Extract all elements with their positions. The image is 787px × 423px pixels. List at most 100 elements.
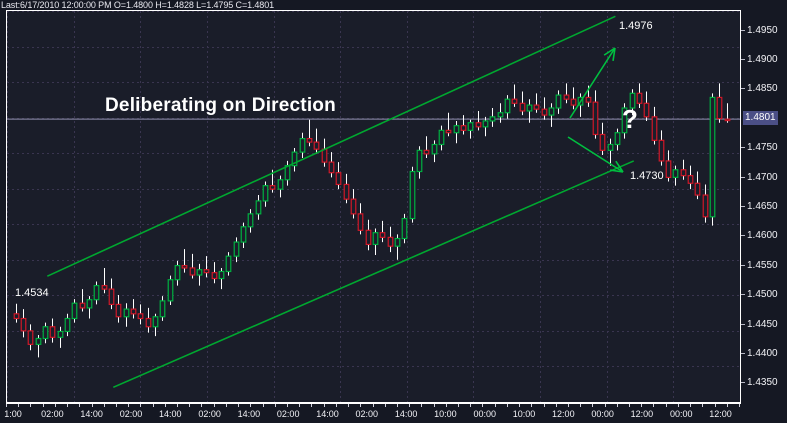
time-tick-mark: [18, 404, 19, 407]
time-tick-label: 02:00: [355, 409, 379, 419]
trendline-group: [46, 15, 635, 389]
quote-readout: Last:6/17/2010 12:00:00 PM O=1.4800 H=1.…: [1, 0, 275, 10]
upper-trendline-origin-label: 1.4534: [15, 287, 49, 299]
time-tick-mark: [641, 404, 642, 407]
time-tick-mark: [324, 404, 325, 407]
time-tick-label: 12:00: [630, 409, 654, 419]
time-tick-mark: [214, 404, 215, 407]
time-tick-mark: [409, 404, 410, 407]
time-tick-mark: [715, 404, 716, 407]
time-tick-label: 00:00: [669, 409, 693, 419]
price-tick-label: 1.4400: [741, 348, 778, 359]
time-tick-mark: [311, 404, 312, 407]
price-axis[interactable]: 1.4950 1.4900 1.4850 1.4750 1.4700 1.4650 1.46…: [741, 10, 787, 403]
plot-inner: [7, 11, 740, 402]
time-tick-label: 14:00: [237, 409, 261, 419]
time-tick-mark: [299, 404, 300, 407]
price-tick-label: 1.4650: [741, 201, 778, 212]
time-tick-mark: [678, 404, 679, 407]
price-tick-label: 1.4900: [741, 54, 778, 65]
time-tick-mark: [446, 404, 447, 407]
bearish-projection-arrow: [567, 136, 624, 173]
lower-channel: [112, 160, 635, 389]
time-tick-mark: [104, 404, 105, 407]
time-tick-mark: [556, 404, 557, 407]
price-tick-mark: [741, 235, 745, 237]
time-tick-label: 00:00: [473, 409, 496, 419]
current-price-badge[interactable]: 1.4801: [743, 111, 778, 126]
price-tick-label: 1.4850: [741, 84, 778, 94]
time-tick-mark: [79, 404, 80, 407]
candlestick-chart-svg: [7, 11, 740, 402]
price-tick-label: 1.4750: [741, 143, 778, 153]
price-tick-label: 1.4950: [741, 25, 778, 36]
time-tick-label: 12:00: [552, 409, 575, 419]
time-tick-mark: [519, 404, 520, 407]
time-tick-mark: [92, 404, 93, 407]
time-tick-mark: [385, 404, 386, 407]
price-tick-mark: [741, 294, 745, 296]
upper-target-label: 1.4976: [619, 20, 653, 32]
time-tick-mark: [287, 404, 288, 407]
time-tick-label: 10:00: [434, 409, 457, 419]
price-tick-mark: [741, 382, 745, 384]
time-tick-mark: [629, 404, 630, 407]
time-tick-mark: [6, 404, 7, 407]
time-tick-mark: [470, 404, 471, 407]
time-tick-mark: [128, 404, 129, 407]
time-tick-mark: [666, 404, 667, 407]
time-tick-label: 12:00: [709, 409, 732, 419]
time-axis[interactable]: 1:00 02:00 14:00 02:00 14:00 02:00 14:00 02:00 1…: [4, 403, 741, 423]
price-tick-mark: [741, 264, 745, 266]
time-tick-mark: [201, 404, 202, 407]
time-tick-mark: [360, 404, 361, 407]
price-tick-label: 1.4700: [741, 172, 778, 183]
time-tick-mark: [482, 404, 483, 407]
time-tick-mark: [373, 404, 374, 407]
time-axis-baseline: [6, 403, 741, 404]
price-tick-mark: [741, 58, 745, 60]
price-tick-label: 1.4350: [741, 378, 778, 388]
time-tick-mark: [67, 404, 68, 407]
upper-channel: [46, 15, 616, 277]
time-tick-label: 00:00: [591, 409, 614, 419]
time-tick-mark: [153, 404, 154, 407]
time-tick-mark: [605, 404, 606, 407]
time-tick-mark: [434, 404, 435, 407]
time-tick-label: 14:00: [316, 409, 339, 419]
time-tick-mark: [250, 404, 251, 407]
price-tick-mark: [741, 147, 745, 149]
chart-gridlines: [7, 11, 740, 402]
time-tick-mark: [177, 404, 178, 407]
time-tick-label: 02:00: [198, 409, 221, 419]
price-tick-label: 1.4500: [741, 290, 778, 300]
time-tick-mark: [165, 404, 166, 407]
time-tick-mark: [116, 404, 117, 407]
time-tick-mark: [617, 404, 618, 407]
bullish-projection-arrow: [569, 47, 616, 119]
time-tick-mark: [458, 404, 459, 407]
time-tick-mark: [397, 404, 398, 407]
chart-headline-annotation: Deliberating on Direction: [105, 95, 336, 116]
time-tick-mark: [421, 404, 422, 407]
time-tick-mark: [336, 404, 337, 407]
chart-plot-area[interactable]: Deliberating on Direction ? 1.4976 1.473…: [6, 10, 741, 403]
time-tick-mark: [275, 404, 276, 407]
time-tick-mark: [690, 404, 691, 407]
time-tick-mark: [580, 404, 581, 407]
time-tick-mark: [263, 404, 264, 407]
time-tick-label: 02:00: [119, 409, 143, 419]
candlestick-series: [13, 83, 731, 358]
time-tick-mark: [702, 404, 703, 407]
price-tick-label: 1.4600: [741, 231, 778, 241]
time-tick-label: 02:00: [41, 409, 64, 419]
time-tick-label: 1:00: [4, 409, 22, 419]
time-tick-mark: [189, 404, 190, 407]
time-tick-mark: [568, 404, 569, 407]
time-tick-label: 14:00: [80, 409, 103, 419]
time-tick-mark: [348, 404, 349, 407]
time-tick-mark: [544, 404, 545, 407]
time-tick-mark: [226, 404, 227, 407]
time-tick-mark: [507, 404, 508, 407]
